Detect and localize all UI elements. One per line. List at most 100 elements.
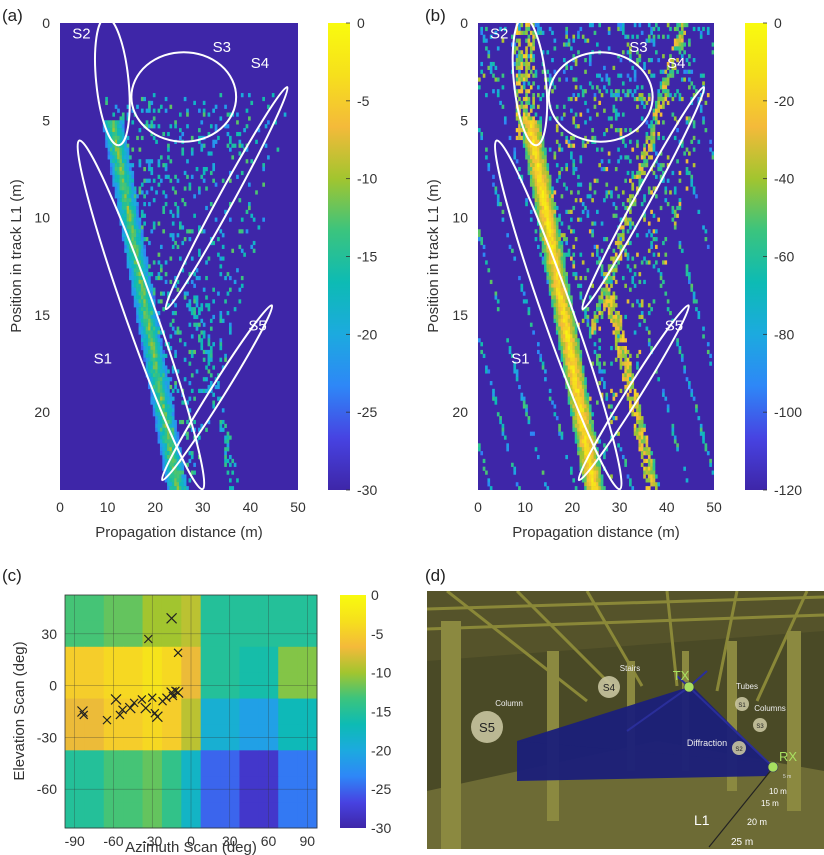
heatmap-cell <box>539 159 543 164</box>
heatmap-cell <box>652 458 656 464</box>
heatmap-cell <box>179 419 182 425</box>
heatmap-cells <box>65 595 318 829</box>
heatmap-cell <box>570 377 573 382</box>
heatmap-cell <box>205 303 208 308</box>
heatmap-cell <box>610 194 613 199</box>
heatmap-cell <box>224 423 227 429</box>
heatmap-cell <box>239 620 260 648</box>
heatmap-cell <box>174 439 177 444</box>
heatmap-cell <box>614 116 618 121</box>
heatmap-cell <box>551 217 554 222</box>
heatmap-cell <box>647 338 651 343</box>
heatmap-cell <box>537 124 540 129</box>
x-tick-label: 40 <box>659 499 675 515</box>
heatmap-cell <box>591 318 594 323</box>
heatmap-cell <box>119 170 123 176</box>
heatmap-cell <box>162 384 166 390</box>
heatmap-cell <box>252 248 256 253</box>
heatmap-cell <box>643 159 646 164</box>
heatmap-cell <box>157 388 161 394</box>
heatmap-cell <box>145 338 149 343</box>
heatmap-cell <box>190 427 194 432</box>
heatmap-cell <box>198 334 201 339</box>
heatmap-cell <box>572 377 576 382</box>
heatmap-cell <box>209 373 213 378</box>
heatmap-cell <box>600 77 604 82</box>
heatmap-cell <box>579 447 583 452</box>
heatmap-cell <box>143 322 146 327</box>
heatmap-cell <box>652 252 656 257</box>
heatmap-cell <box>683 369 686 374</box>
heatmap-cell <box>541 182 545 187</box>
heatmap-cell <box>709 139 712 144</box>
heatmap-cell <box>650 307 653 312</box>
heatmap-cell <box>121 120 125 125</box>
heatmap-cell <box>671 209 675 214</box>
heatmap-cell <box>553 190 557 195</box>
region-s1 <box>76 139 206 490</box>
heatmap-cell <box>678 205 682 211</box>
heatmap-cell <box>572 205 576 211</box>
heatmap-cell <box>581 381 585 386</box>
heatmap-cell <box>148 384 151 390</box>
heatmap-cell <box>537 26 540 32</box>
heatmap-cell <box>167 369 170 374</box>
heatmap-cell <box>136 275 139 281</box>
heatmap-cell <box>690 388 694 394</box>
heatmap-cell <box>145 349 149 355</box>
heatmap-cell <box>657 166 661 172</box>
heatmap-cell <box>487 268 491 273</box>
heatmap-cell <box>136 248 139 253</box>
heatmap-cell <box>126 135 130 141</box>
heatmap-cell <box>539 124 543 129</box>
heatmap-cell <box>645 233 649 238</box>
heatmap-cell <box>577 349 580 355</box>
heatmap-cell <box>162 404 166 409</box>
heatmap-cell <box>155 275 158 281</box>
heatmap-cell <box>586 478 590 483</box>
heatmap-cell <box>494 295 498 300</box>
heatmap-cell <box>532 42 535 47</box>
heatmap-cell <box>643 96 646 102</box>
heatmap-cell <box>520 174 524 179</box>
heatmap-cell <box>155 353 158 358</box>
heatmap-cell <box>572 116 576 121</box>
heatmap-cell <box>537 244 540 250</box>
heatmap-cell <box>157 396 161 401</box>
heatmap-cell <box>129 166 132 172</box>
heatmap-cell <box>152 116 156 121</box>
heatmap-cell <box>119 174 123 179</box>
heatmap-cell <box>584 377 587 382</box>
heatmap-cell <box>614 240 618 246</box>
heatmap-cell <box>155 400 158 405</box>
heatmap-cell <box>560 268 564 273</box>
heatmap-cell <box>174 454 177 460</box>
heatmap-cell <box>636 365 639 370</box>
heatmap-cell <box>619 128 623 133</box>
heatmap-cell <box>574 77 578 82</box>
heatmap-cell <box>202 178 206 183</box>
heatmap-cell <box>621 112 625 117</box>
heatmap-cell <box>176 458 180 464</box>
heatmap-cell <box>267 104 270 109</box>
heatmap-cell <box>169 233 173 238</box>
heatmap-cell <box>662 279 665 285</box>
heatmap-cell <box>603 307 606 312</box>
heatmap-cell <box>539 194 543 199</box>
heatmap-cell <box>640 166 644 172</box>
heatmap-cell <box>136 229 139 234</box>
heatmap-cell <box>143 338 146 343</box>
heatmap-cell <box>546 213 550 218</box>
heatmap-cell <box>107 155 111 160</box>
heatmap-cell <box>489 279 493 285</box>
heatmap-cell <box>619 334 623 339</box>
heatmap-cell <box>683 69 686 74</box>
heatmap-cell <box>162 388 166 394</box>
heatmap-cell <box>645 38 649 43</box>
heatmap-cell <box>525 128 528 133</box>
heatmap-cell <box>659 166 663 172</box>
heatmap-cell <box>174 486 177 490</box>
heatmap-cell <box>586 400 590 405</box>
heatmap-cell <box>112 131 116 137</box>
heatmap-cell <box>520 85 524 90</box>
